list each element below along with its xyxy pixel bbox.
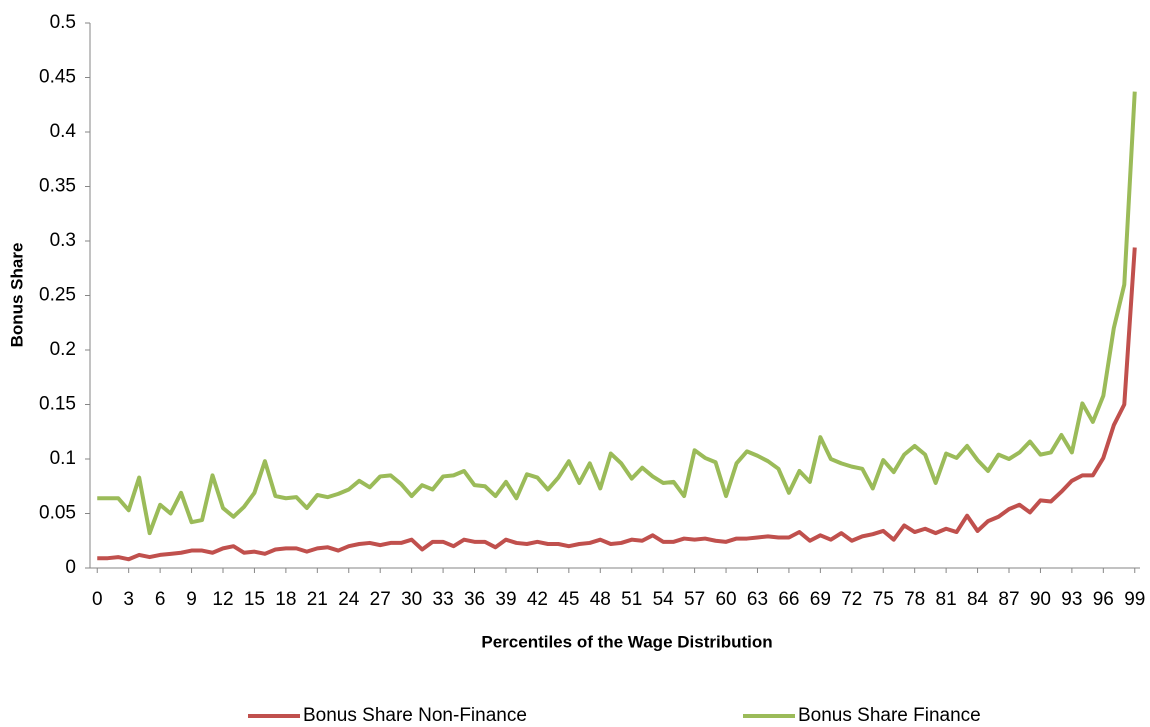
- x-tick-label: 93: [1061, 589, 1082, 610]
- x-tick-label: 99: [1124, 589, 1145, 610]
- x-tick-label: 9: [186, 589, 197, 610]
- x-tick-label: 24: [338, 589, 360, 610]
- x-tick-label: 30: [401, 589, 422, 610]
- y-tick-label: 0.4: [50, 121, 77, 142]
- x-tick-label: 66: [778, 589, 799, 610]
- x-tick-label: 27: [370, 589, 391, 610]
- y-axis-title: Bonus Share: [7, 243, 26, 348]
- y-tick-label: 0.1: [50, 448, 76, 469]
- x-tick-label: 0: [92, 589, 103, 610]
- x-tick-label: 33: [433, 589, 454, 610]
- x-tick-label: 6: [155, 589, 166, 610]
- y-tick-label: 0.45: [39, 67, 76, 88]
- x-tick-label: 39: [495, 589, 516, 610]
- x-tick-label: 48: [590, 589, 611, 610]
- x-tick-label: 51: [621, 589, 642, 610]
- y-tick-label: 0.3: [50, 230, 76, 251]
- y-tick-label: 0.2: [50, 339, 76, 360]
- x-tick-label: 81: [936, 589, 957, 610]
- x-tick-label: 96: [1093, 589, 1114, 610]
- x-tick-label: 36: [464, 589, 485, 610]
- y-tick-label: 0.15: [39, 394, 76, 415]
- y-tick-label: 0.25: [39, 285, 76, 306]
- x-tick-label: 57: [684, 589, 705, 610]
- legend-label: Bonus Share Non-Finance: [303, 705, 527, 726]
- x-tick-label: 84: [967, 589, 989, 610]
- y-tick-label: 0: [65, 557, 76, 578]
- series-line: [97, 247, 1137, 562]
- x-tick-label: 90: [1030, 589, 1051, 610]
- x-tick-label: 18: [275, 589, 296, 610]
- series-line: [97, 91, 1137, 536]
- x-tick-label: 69: [810, 589, 831, 610]
- legend-label: Bonus Share Finance: [798, 705, 981, 726]
- x-tick-label: 42: [527, 589, 548, 610]
- x-tick-label: 78: [904, 589, 925, 610]
- y-tick-label: 0.05: [39, 503, 76, 524]
- x-axis-title: Percentiles of the Wage Distribution: [481, 632, 772, 651]
- x-tick-label: 87: [998, 589, 1019, 610]
- y-tick-label: 0.35: [39, 176, 76, 197]
- x-tick-label: 63: [747, 589, 768, 610]
- x-tick-label: 75: [873, 589, 894, 610]
- x-tick-label: 72: [841, 589, 862, 610]
- x-tick-label: 54: [653, 589, 675, 610]
- x-tick-label: 60: [715, 589, 736, 610]
- x-tick-label: 15: [244, 589, 265, 610]
- x-tick-label: 3: [123, 589, 134, 610]
- y-tick-label: 0.5: [50, 12, 76, 33]
- x-tick-label: 12: [212, 589, 233, 610]
- x-tick-label: 21: [307, 589, 328, 610]
- x-tick-label: 45: [558, 589, 579, 610]
